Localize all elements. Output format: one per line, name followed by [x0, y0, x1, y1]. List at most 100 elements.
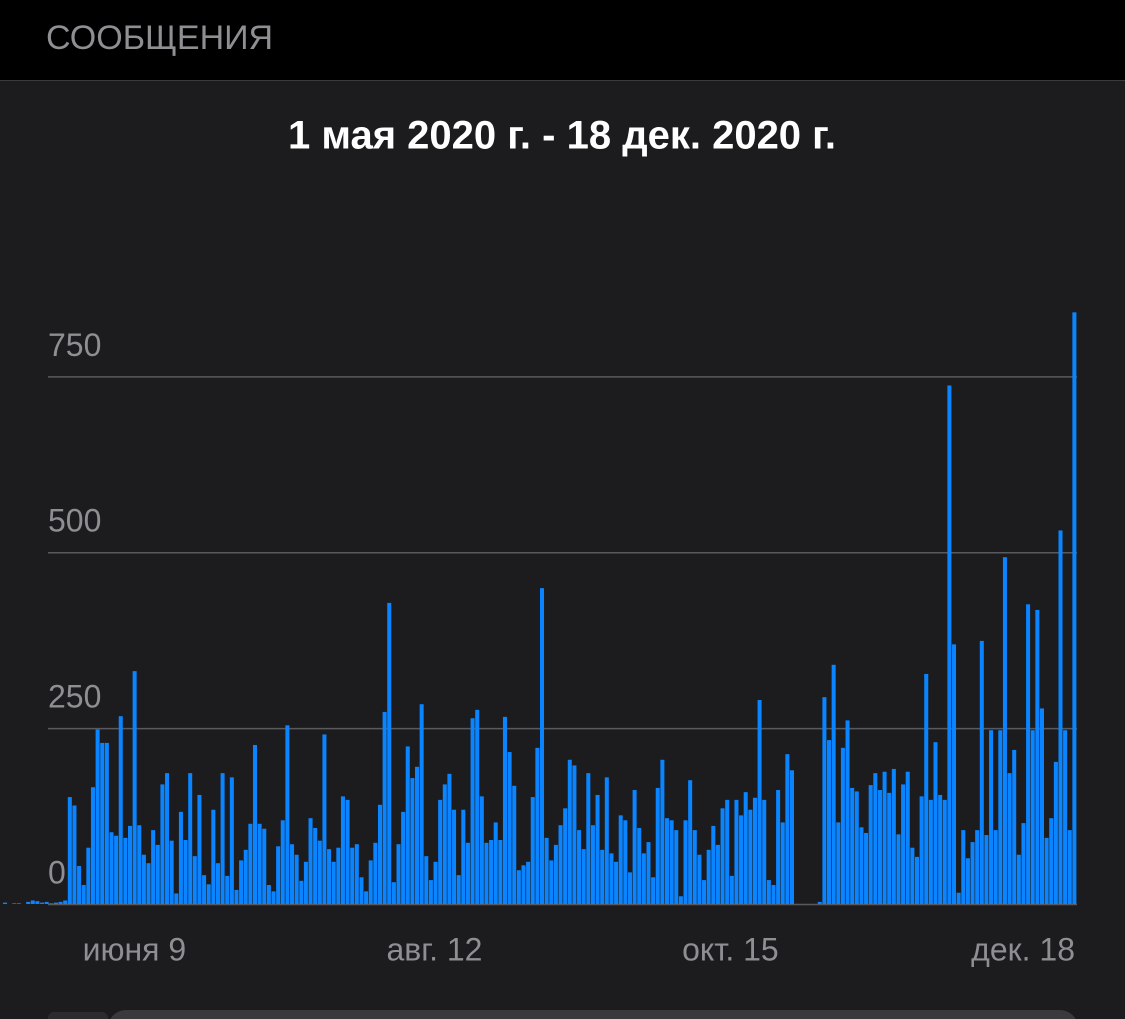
bar: [660, 759, 665, 904]
bar: [49, 903, 54, 904]
bar: [299, 880, 304, 904]
bar: [558, 825, 563, 904]
bar: [155, 844, 160, 904]
bar: [646, 842, 651, 904]
bar: [914, 856, 920, 904]
section-title: СООБЩЕНИЯ: [46, 19, 273, 57]
bar: [475, 709, 480, 904]
bar: [35, 901, 40, 904]
bar: [910, 847, 915, 904]
bar: [702, 880, 707, 904]
bar: [123, 837, 128, 904]
scroll-selector[interactable]: [108, 1010, 1078, 1019]
bar: [58, 901, 63, 904]
bar: [868, 785, 873, 904]
bar: [507, 752, 512, 904]
bar: [465, 842, 470, 904]
bar: [877, 790, 882, 904]
bar: [1063, 730, 1068, 904]
bar: [905, 771, 910, 904]
bar: [72, 805, 77, 904]
bar: [891, 768, 896, 904]
bar: [984, 835, 989, 904]
bar: [336, 847, 341, 904]
bar: [989, 730, 994, 904]
bar: [498, 839, 503, 904]
bar: [859, 827, 864, 904]
bar: [901, 784, 906, 904]
bar: [364, 891, 369, 904]
bar: [896, 834, 901, 904]
bar: [1021, 823, 1026, 904]
bar: [81, 885, 86, 904]
bar: [1053, 761, 1058, 904]
bar: [1058, 530, 1063, 904]
bar: [692, 830, 697, 904]
bar: [354, 844, 359, 904]
bar: [77, 866, 82, 904]
bar: [850, 787, 855, 904]
bar: [391, 882, 396, 904]
bar: [489, 839, 494, 904]
bar: [225, 875, 230, 904]
bar: [16, 903, 21, 904]
bar: [331, 861, 336, 904]
bar: [970, 842, 975, 904]
bar: [933, 742, 938, 904]
bar: [1035, 609, 1040, 904]
bar: [387, 602, 392, 904]
bar: [442, 784, 447, 904]
bar: [303, 861, 308, 904]
bar: [1044, 837, 1049, 904]
bar: [174, 893, 179, 904]
bar: [947, 385, 952, 905]
bar: [3, 902, 8, 904]
chart-title: 1 мая 2020 г. - 18 дек. 2020 г.: [288, 114, 836, 158]
bar: [377, 804, 383, 904]
bar: [211, 809, 216, 904]
bar: [748, 809, 753, 904]
bar: [248, 823, 253, 904]
bar: [734, 799, 739, 904]
bar: [257, 823, 262, 904]
bar: [484, 842, 489, 904]
bar: [637, 828, 642, 904]
bar: [512, 785, 517, 904]
bar: [243, 849, 248, 904]
bar: [438, 799, 443, 904]
bar: [327, 849, 332, 904]
bar: [118, 716, 123, 904]
bar: [169, 840, 174, 904]
bar: [919, 796, 924, 904]
bar: [827, 740, 832, 904]
bar: [535, 747, 540, 904]
bar: [924, 673, 929, 904]
bar: [544, 837, 549, 904]
bar: [942, 799, 947, 904]
bar: [1016, 854, 1021, 904]
bar: [470, 718, 475, 904]
bar: [109, 832, 114, 904]
bar: [86, 847, 91, 904]
bar: [780, 822, 785, 904]
bar: [95, 729, 100, 904]
bar: [317, 840, 322, 904]
bar: [340, 796, 345, 904]
bar: [789, 770, 795, 904]
bar: [678, 896, 683, 904]
bar: [192, 856, 197, 904]
bar: [132, 671, 137, 904]
bar: [540, 588, 545, 904]
bar: [836, 822, 841, 904]
bar: [762, 799, 767, 904]
x-tick-label: окт. 15: [682, 931, 779, 967]
bar: [706, 849, 711, 904]
bar: [197, 794, 202, 904]
bar: [280, 820, 285, 904]
bar: [864, 832, 869, 904]
bar: [604, 777, 609, 904]
bar: [63, 900, 68, 904]
bar: [688, 780, 693, 904]
bar: [456, 875, 461, 904]
bar: [752, 797, 757, 904]
